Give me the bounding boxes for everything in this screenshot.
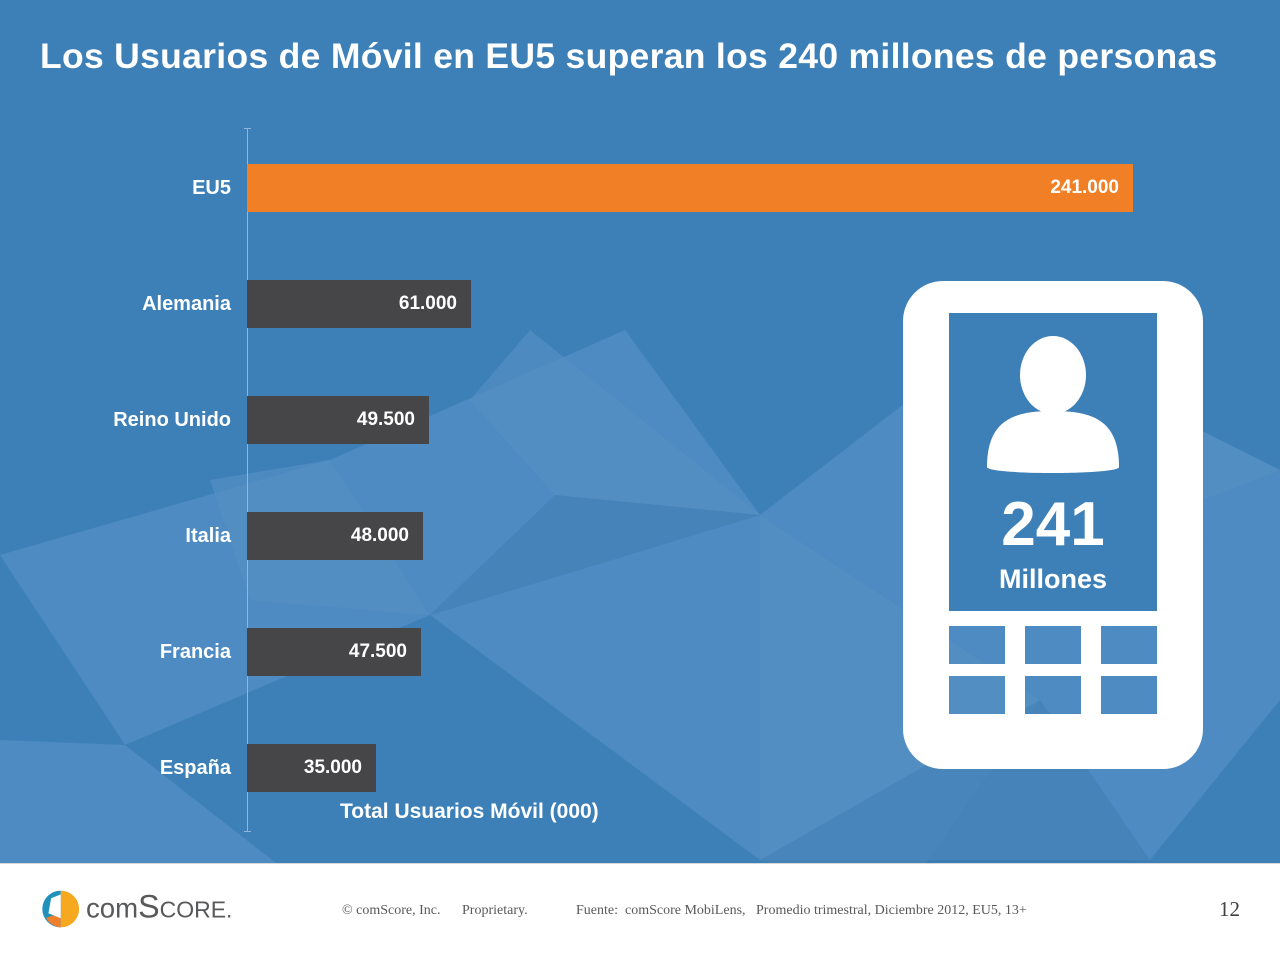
svg-text:comSCORE.: comSCORE.: [86, 888, 232, 924]
